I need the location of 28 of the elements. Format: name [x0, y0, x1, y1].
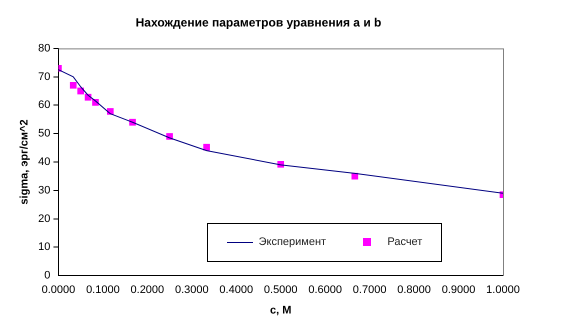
x-tick-label: 0.4000 [219, 284, 254, 296]
legend-label: Расчет [387, 236, 422, 248]
point [203, 144, 210, 151]
y-tick-label: 80 [38, 42, 50, 54]
y-axis-title: sigma, эрг/см^2 [18, 119, 31, 205]
point [77, 88, 84, 94]
x-tick-label: 1.0000 [486, 284, 520, 296]
legend-label: Эксперимент [258, 236, 326, 248]
x-tick-label: 0.8000 [397, 284, 431, 296]
x-tick-label: 0.6000 [308, 284, 342, 296]
x-tick-label: 0.2000 [130, 284, 164, 296]
point [70, 82, 77, 89]
y-tick-label: 60 [38, 99, 50, 112]
y-tick-label: 70 [38, 70, 50, 83]
y-tick-label: 20 [38, 212, 50, 225]
y-tick-label: 40 [38, 156, 50, 168]
y-tick-label: 10 [38, 241, 50, 254]
x-axis-title: c, M [270, 304, 292, 316]
x-tick-label: 0.5000 [264, 284, 298, 296]
y-tick-label: 0 [44, 270, 50, 282]
x-tick-label: 0.9000 [442, 284, 476, 296]
y-tick-label: 50 [38, 128, 50, 140]
chart-title: Нахождение параметров уравнения a и b [136, 16, 382, 30]
x-tick-label: 0.7000 [352, 284, 386, 296]
x-tick-label: 0.3000 [174, 284, 209, 296]
y-tick-label: 30 [38, 184, 50, 196]
x-tick-label: 0.1000 [86, 284, 120, 296]
x-tick-label: 0.0000 [42, 284, 76, 296]
